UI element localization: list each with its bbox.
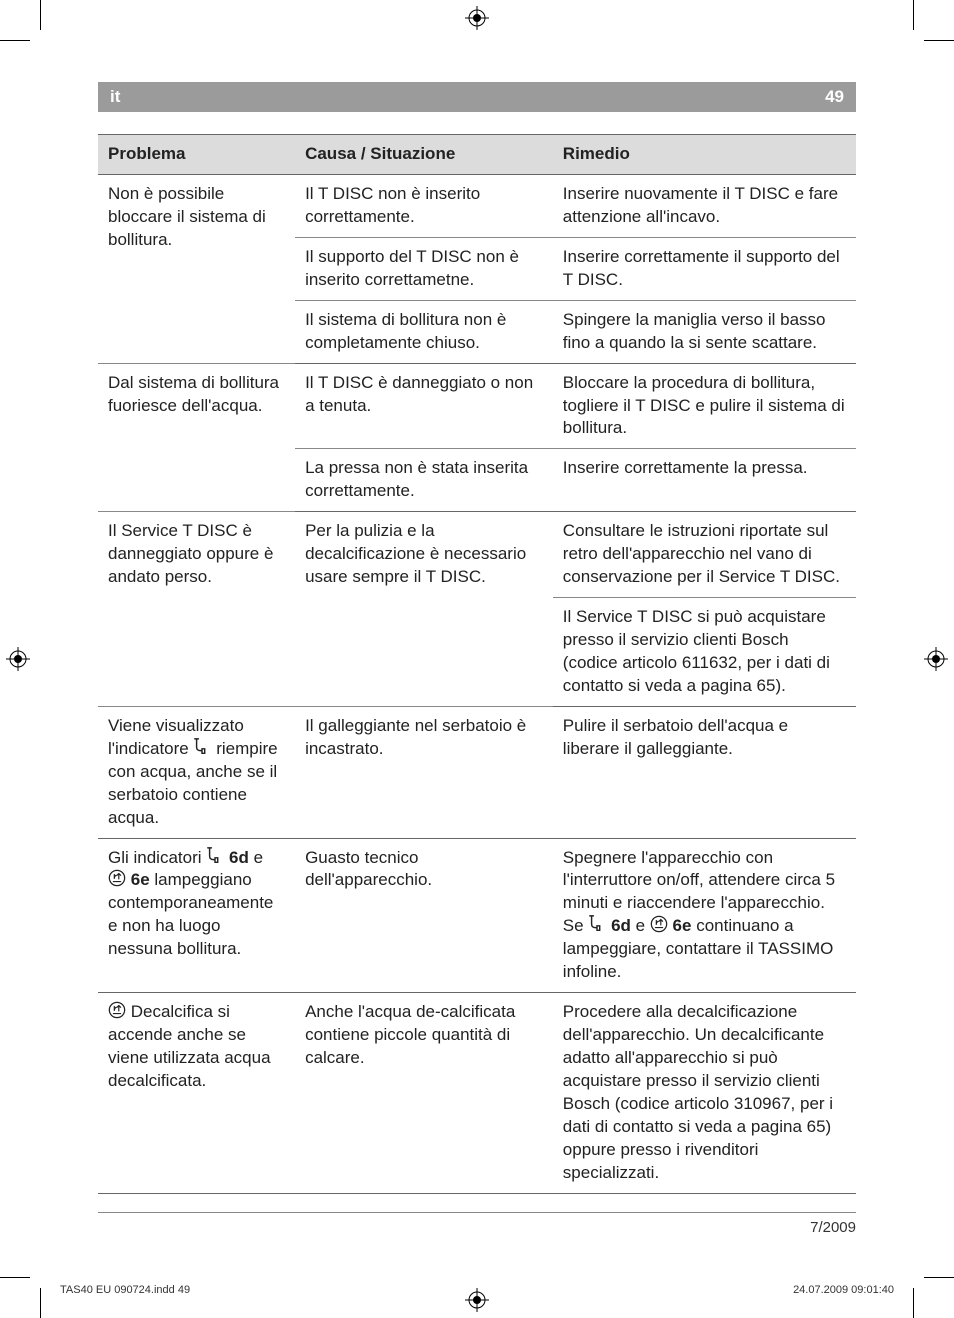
cell-rimedio: Inserire correttamente il supporto del T… <box>553 237 856 300</box>
cell-causa: Guasto tecnico dell'apparecchio. <box>295 838 553 993</box>
descale-icon <box>650 915 668 933</box>
cell-rimedio: Il Service T DISC si può acquistare pres… <box>553 598 856 707</box>
registration-mark-icon <box>465 6 489 30</box>
cell-causa: Il supporto del T DISC non è inserito co… <box>295 237 553 300</box>
crop-mark <box>924 40 954 41</box>
cell-causa: Il T DISC è danneggiato o non a tenuta. <box>295 363 553 449</box>
crop-mark <box>0 40 30 41</box>
table-row: Dal sistema di bollitura fuoriesce dell'… <box>98 363 856 449</box>
cell-rimedio: Spegnere l'apparecchio con l'interruttor… <box>553 838 856 993</box>
cell-problema: Decalcifica si accende anche se viene ut… <box>98 993 295 1194</box>
cell-problema: Gli indicatori 6d e 6e lampeggiano conte… <box>98 838 295 993</box>
cell-causa: La pressa non è stata inserita correttam… <box>295 449 553 512</box>
table-row: Non è possibile bloccare il sistema di b… <box>98 174 856 237</box>
descale-icon <box>108 1001 126 1019</box>
tap-icon <box>588 915 606 933</box>
language-code: it <box>110 87 120 107</box>
tap-icon <box>193 738 211 756</box>
cell-rimedio: Bloccare la procedura di bollitura, togl… <box>553 363 856 449</box>
descale-icon <box>108 869 126 887</box>
page-header-bar: it 49 <box>98 82 856 112</box>
cell-causa: Il T DISC non è inserito correttamente. <box>295 174 553 237</box>
table-row: Il Service T DISC è danneggiato oppure è… <box>98 512 856 598</box>
col-header-problema: Problema <box>98 135 295 175</box>
cell-problema: Viene visualizzato l'indicatore riempire… <box>98 706 295 838</box>
table-header-row: Problema Causa / Situazione Rimedio <box>98 135 856 175</box>
cell-problema: Non è possibile bloccare il sistema di b… <box>98 174 295 363</box>
cell-causa: Anche l'acqua de-calcificata contiene pi… <box>295 993 553 1194</box>
cell-causa: Il galleggiante nel serbatoio è incastra… <box>295 706 553 838</box>
crop-mark <box>0 1277 30 1278</box>
col-header-causa: Causa / Situazione <box>295 135 553 175</box>
col-header-rimedio: Rimedio <box>553 135 856 175</box>
cell-rimedio: Procedere alla decalcificazione dell'app… <box>553 993 856 1194</box>
table-row: Viene visualizzato l'indicatore riempire… <box>98 706 856 838</box>
crop-mark <box>40 0 41 30</box>
registration-mark-icon <box>6 647 30 671</box>
cell-rimedio: Inserire correttamente la pressa. <box>553 449 856 512</box>
cell-causa: Il sistema di bollitura non è completame… <box>295 300 553 363</box>
table-row: Decalcifica si accende anche se viene ut… <box>98 993 856 1194</box>
crop-mark <box>40 1288 41 1318</box>
imprint-file: TAS40 EU 090724.indd 49 <box>60 1284 190 1296</box>
cell-rimedio: Inserire nuovamente il T DISC e fare att… <box>553 174 856 237</box>
cell-causa: Per la pulizia e la decalcificazione è n… <box>295 512 553 707</box>
cell-rimedio: Consultare le istruzioni riportate sul r… <box>553 512 856 598</box>
cell-rimedio: Pulire il serbatoio dell'acqua e liberar… <box>553 706 856 838</box>
crop-mark <box>913 0 914 30</box>
cell-rimedio: Spingere la maniglia verso il basso fino… <box>553 300 856 363</box>
cell-problema: Dal sistema di bollitura fuoriesce dell'… <box>98 363 295 512</box>
imprint-timestamp: 24.07.2009 09:01:40 <box>793 1284 894 1296</box>
imprint-line: TAS40 EU 090724.indd 49 24.07.2009 09:01… <box>60 1284 894 1296</box>
page-number: 49 <box>825 87 844 107</box>
cell-problema: Il Service T DISC è danneggiato oppure è… <box>98 512 295 707</box>
footer-date: 7/2009 <box>98 1212 856 1236</box>
troubleshooting-table: Problema Causa / Situazione Rimedio Non … <box>98 134 856 1194</box>
crop-mark <box>913 1288 914 1318</box>
page-content: it 49 Problema Causa / Situazione Rimedi… <box>98 82 856 1256</box>
registration-mark-icon <box>924 647 948 671</box>
tap-icon <box>206 847 224 865</box>
crop-mark <box>924 1277 954 1278</box>
table-row: Gli indicatori 6d e 6e lampeggiano conte… <box>98 838 856 993</box>
